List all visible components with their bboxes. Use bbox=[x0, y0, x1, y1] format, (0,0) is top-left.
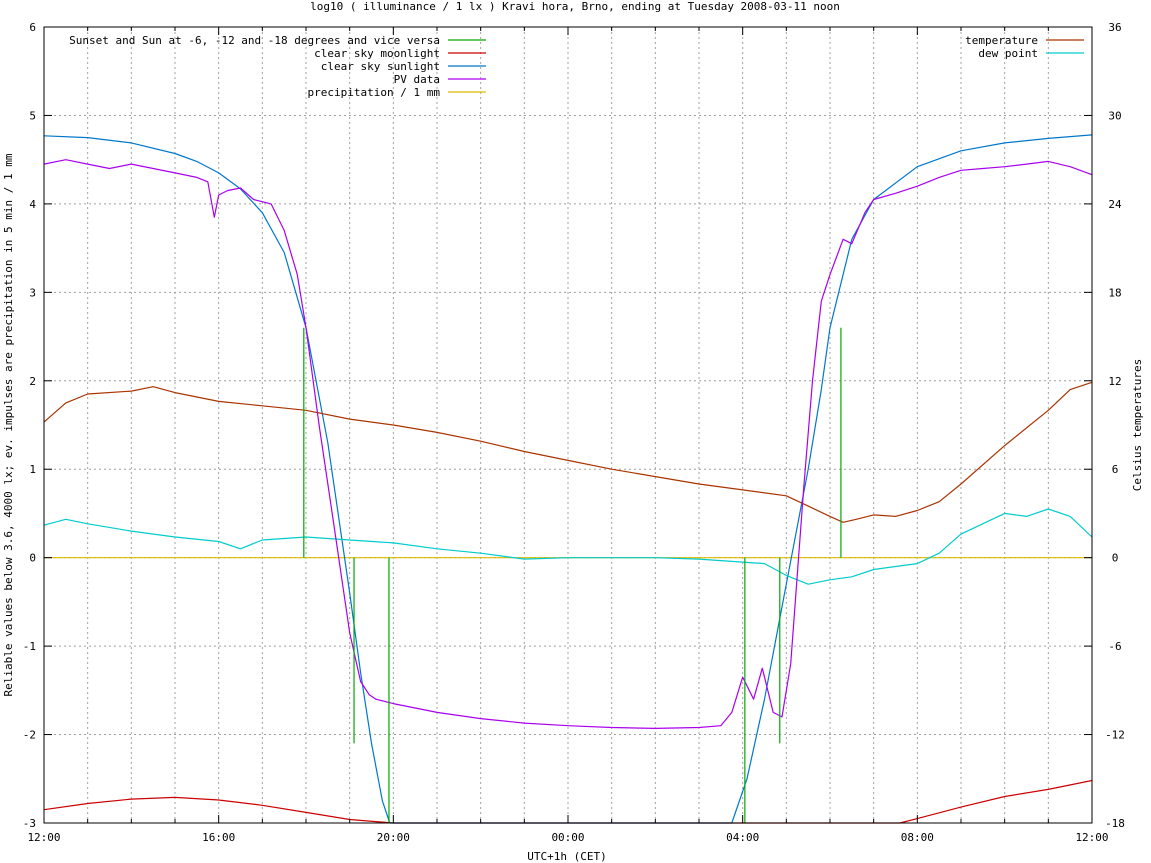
x-axis-label: UTC+1h (CET) bbox=[527, 850, 606, 863]
y2-tick-label: 6 bbox=[1112, 463, 1119, 476]
y-tick-label: 4 bbox=[29, 198, 36, 211]
legend-sunlight-label: clear sky sunlight bbox=[321, 60, 440, 73]
x-tick-label: 04:00 bbox=[726, 831, 759, 844]
y2-tick-label: 30 bbox=[1108, 109, 1121, 122]
y-tick-label: 2 bbox=[29, 375, 36, 388]
y2-tick-label: -12 bbox=[1105, 729, 1125, 742]
y-tick-label: -2 bbox=[23, 729, 36, 742]
legend-dew-label: dew point bbox=[978, 47, 1038, 60]
y-tick-label: 1 bbox=[29, 463, 36, 476]
x-tick-label: 12:00 bbox=[27, 831, 60, 844]
y2-tick-label: 0 bbox=[1112, 552, 1119, 565]
series-pv-line bbox=[43, 159, 1093, 730]
y2-axis-label: Celsius temperatures bbox=[1131, 359, 1144, 491]
x-tick-label: 00:00 bbox=[551, 831, 584, 844]
y-tick-label: -3 bbox=[23, 817, 36, 830]
y-tick-label: 6 bbox=[29, 21, 36, 34]
series-temp-line bbox=[43, 381, 1093, 523]
y2-tick-label: 12 bbox=[1108, 375, 1121, 388]
x-tick-label: 08:00 bbox=[901, 831, 934, 844]
legend: Sunset and Sun at -6, -12 and -18 degree… bbox=[69, 34, 1084, 99]
y2-tick-label: 36 bbox=[1108, 21, 1121, 34]
axes: 12:00 16:00 20:00 00:00 04:00 08:00 12:00-3-2-… bbox=[23, 21, 1125, 844]
y-tick-label: 3 bbox=[29, 286, 36, 299]
x-tick-label: 12:00 bbox=[1075, 831, 1108, 844]
y-tick-label: 5 bbox=[29, 109, 36, 122]
y-tick-label: 0 bbox=[29, 552, 36, 565]
y-axis-label: Reliable values below 3.6, 4000 lx; ev. … bbox=[2, 153, 15, 696]
y2-tick-label: -6 bbox=[1108, 640, 1121, 653]
y2-tick-label: 24 bbox=[1108, 198, 1122, 211]
y2-tick-label: 18 bbox=[1108, 286, 1121, 299]
legend-pv-label: PV data bbox=[394, 73, 440, 86]
x-tick-label: 16:00 bbox=[202, 831, 235, 844]
legend-moon-label: clear sky moonlight bbox=[314, 47, 440, 60]
grid bbox=[44, 27, 1092, 823]
series-dew-line bbox=[43, 508, 1093, 585]
legend-temp-label: temperature bbox=[965, 34, 1038, 47]
y2-tick-label: -18 bbox=[1105, 817, 1125, 830]
legend-sun-label: Sunset and Sun at -6, -12 and -18 degree… bbox=[69, 34, 440, 47]
x-tick-label: 20:00 bbox=[377, 831, 410, 844]
chart-title: log10 ( illuminance / 1 lx ) Kravi hora,… bbox=[310, 0, 840, 13]
y-tick-label: -1 bbox=[23, 640, 36, 653]
legend-precip-label: precipitation / 1 mm bbox=[308, 86, 441, 99]
series-moon-line bbox=[43, 779, 1093, 824]
